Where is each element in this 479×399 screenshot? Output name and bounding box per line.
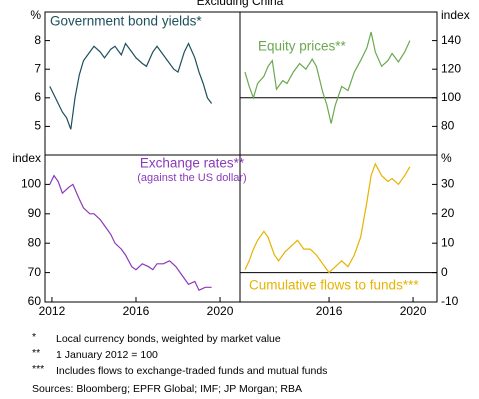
y-tick-label: 8 [34, 33, 41, 47]
panel-subtitle: (against the US dollar) [137, 172, 246, 184]
y-tick-label: 140 [441, 33, 461, 47]
panel-title: Government bond yields* [50, 14, 202, 29]
y-tick-label: 6 [34, 90, 41, 104]
y-tick-label: 60 [28, 294, 42, 308]
y-tick-label: 30 [441, 177, 455, 191]
y-tick-label: 100 [441, 90, 461, 104]
x-tick-label: 2020 [207, 304, 234, 318]
y-tick-label: 20 [441, 206, 455, 220]
footnote-text: Local currency bonds, weighted by market… [56, 333, 281, 345]
axis-unit: % [441, 151, 452, 165]
y-tick-label: 10 [441, 235, 455, 249]
panel-title: Equity prices** [258, 39, 347, 54]
series-line [244, 31, 411, 124]
y-tick-label: 70 [28, 265, 42, 279]
y-tick-label: 5 [34, 119, 41, 133]
footnote-symbol: *** [32, 363, 44, 375]
y-tick-label: 80 [28, 235, 42, 249]
axis-unit: index [441, 8, 470, 22]
x-tick-label: 2016 [123, 304, 150, 318]
panel-title: Cumulative flows to funds*** [249, 278, 419, 293]
x-tick-label: 2020 [400, 304, 427, 318]
sources: Sources: Bloomberg; EPFR Global; IMF; JP… [32, 383, 302, 395]
footnote-text: Includes flows to exchange-traded funds … [56, 365, 327, 377]
y-tick-label: 120 [441, 61, 461, 75]
series-line [244, 162, 411, 274]
series-line [49, 174, 212, 291]
footnote-text: 1 January 2012 = 100 [56, 349, 158, 361]
y-tick-label: 100 [21, 177, 41, 191]
footnote-symbol: * [32, 331, 36, 343]
panel-title: Exchange rates** [140, 156, 245, 171]
y-tick-label: 90 [28, 206, 42, 220]
x-tick-label: 2016 [316, 304, 343, 318]
axis-unit: index [12, 151, 41, 165]
y-tick-label: 0 [441, 265, 448, 279]
y-tick-label: 7 [34, 61, 41, 75]
chart-title: Excluding China [197, 0, 284, 8]
axis-unit: % [30, 8, 41, 22]
y-tick-label: -10 [441, 294, 459, 308]
x-tick-label: 2012 [39, 304, 66, 318]
y-tick-label: 80 [441, 119, 455, 133]
frame [44, 11, 438, 303]
series-line [49, 42, 213, 130]
footnote-symbol: ** [32, 347, 40, 359]
